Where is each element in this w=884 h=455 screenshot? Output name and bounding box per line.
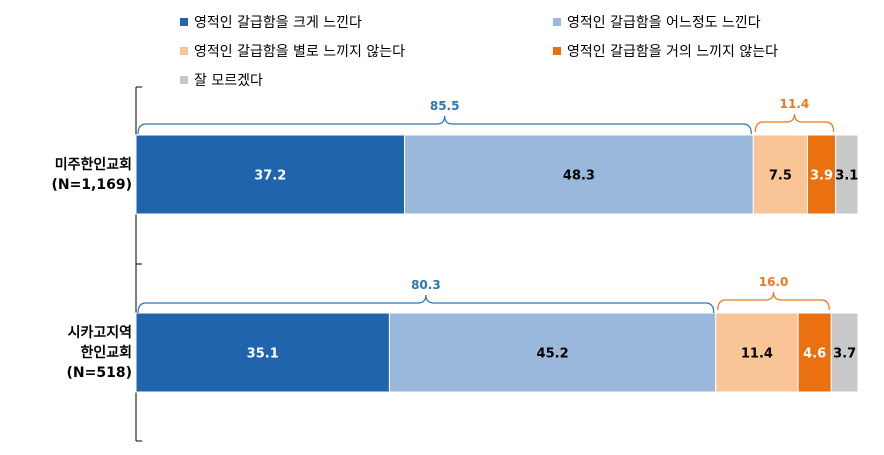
bar-value-label: 3.1 <box>835 169 858 184</box>
legend-swatch <box>180 76 188 84</box>
category-label-line: 미주한인교회 <box>54 156 132 173</box>
bar-value-label: 11.4 <box>741 347 773 362</box>
annotation-bracket <box>717 291 830 311</box>
annotation-label: 80.3 <box>411 278 441 292</box>
category-label-line: (N=518) <box>66 364 132 381</box>
legend-label: 잘 모르겠다 <box>194 73 263 89</box>
category-label: 미주한인교회 (N=1,169) <box>0 155 132 195</box>
category-label-line: 시카고지역 <box>67 324 132 341</box>
annotation-bracket <box>137 115 752 135</box>
bar-value-label: 4.6 <box>803 347 826 362</box>
annotation-label: 16.0 <box>759 275 789 289</box>
bar-segment <box>135 134 406 215</box>
legend-item: 영적인 갈급함을 어느정도 느낀다 <box>553 12 761 32</box>
legend-label: 영적인 갈급함을 크게 느낀다 <box>194 15 362 31</box>
bar-segment <box>752 134 808 215</box>
legend-item: 영적인 갈급함을 거의 느끼지 않는다 <box>553 41 778 61</box>
bar-segment <box>830 312 859 393</box>
bar-value-label: 7.5 <box>769 169 792 184</box>
legend-label: 영적인 갈급함을 거의 느끼지 않는다 <box>567 44 778 60</box>
bar-value-label: 48.3 <box>563 169 595 184</box>
annotation-bracket <box>137 294 715 314</box>
bar-value-label: 37.2 <box>254 169 286 184</box>
annotation-label: 85.5 <box>430 99 460 113</box>
annotation-bracket <box>754 113 835 133</box>
legend-swatch <box>180 47 188 55</box>
annotation-label: 11.4 <box>780 97 810 111</box>
category-label-line: 한인교회 <box>80 344 132 361</box>
legend-swatch <box>553 18 561 26</box>
legend-item: 잘 모르겠다 <box>180 70 263 90</box>
bar-segment <box>404 134 754 215</box>
bar-segment <box>715 312 799 393</box>
legend-item: 영적인 갈급함을 별로 느끼지 않는다 <box>180 41 405 61</box>
bar-value-label: 45.2 <box>537 347 569 362</box>
bar-segment <box>135 312 390 393</box>
bar-segment <box>835 134 859 215</box>
legend-swatch <box>553 47 561 55</box>
bar-value-label: 35.1 <box>247 347 279 362</box>
legend-item: 영적인 갈급함을 크게 느낀다 <box>180 12 362 32</box>
bar-value-label: 3.7 <box>833 347 856 362</box>
legend-swatch <box>180 18 188 26</box>
legend-label: 영적인 갈급함을 어느정도 느낀다 <box>567 15 761 31</box>
category-label-line: (N=1,169) <box>51 176 132 193</box>
bar-value-label: 3.9 <box>810 169 833 184</box>
legend-label: 영적인 갈급함을 별로 느끼지 않는다 <box>194 44 405 60</box>
bar-segment <box>797 312 832 393</box>
